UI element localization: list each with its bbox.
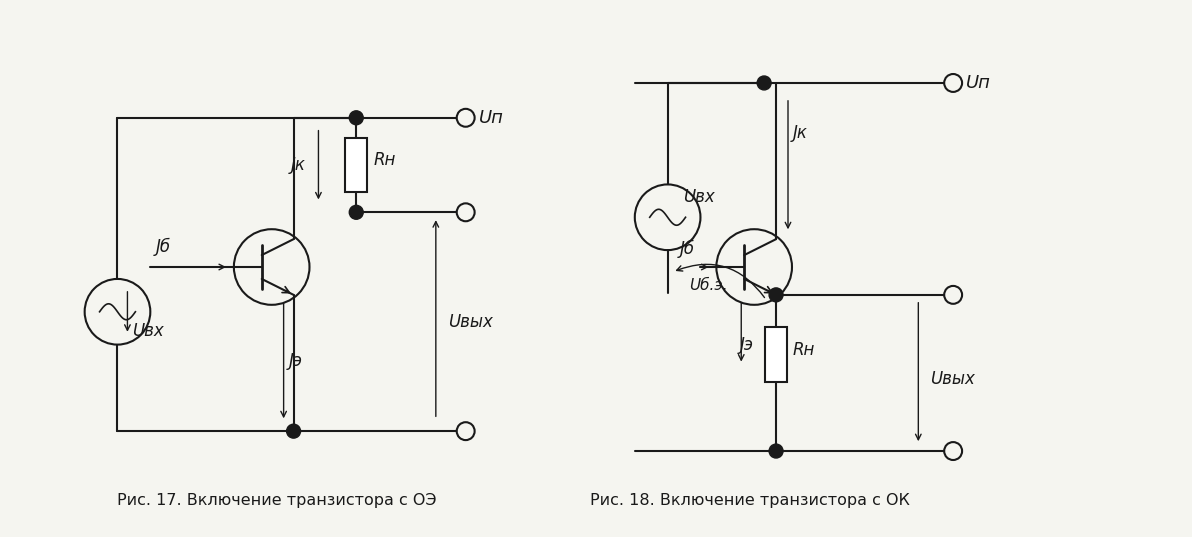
Circle shape [349, 205, 364, 219]
Circle shape [457, 109, 474, 127]
Text: Rн: Rн [793, 340, 815, 359]
Circle shape [944, 74, 962, 92]
Circle shape [757, 76, 771, 90]
Text: Rн: Rн [373, 151, 396, 169]
Circle shape [85, 279, 150, 345]
Text: Jк: Jк [291, 156, 305, 174]
Text: Uвх: Uвх [132, 322, 164, 340]
Circle shape [457, 204, 474, 221]
Text: Uп: Uп [966, 74, 991, 92]
Text: Uвх: Uвх [683, 188, 714, 206]
Circle shape [944, 442, 962, 460]
Text: Рис. 18. Включение транзистора с ОК: Рис. 18. Включение транзистора с ОК [590, 494, 909, 509]
Bar [346, 137, 367, 192]
Text: Uп: Uп [479, 109, 503, 127]
Text: Рис. 17. Включение транзистора с ОЭ: Рис. 17. Включение транзистора с ОЭ [118, 494, 437, 509]
Circle shape [234, 229, 310, 305]
Circle shape [349, 111, 364, 125]
Text: Jб: Jб [155, 238, 170, 256]
Circle shape [769, 288, 783, 302]
Circle shape [457, 422, 474, 440]
Circle shape [944, 286, 962, 304]
Text: Uвых: Uвых [448, 313, 492, 331]
Circle shape [635, 184, 701, 250]
Text: Jк: Jк [793, 124, 808, 142]
Circle shape [769, 444, 783, 458]
Text: Jб: Jб [679, 240, 695, 258]
Text: Jэ: Jэ [288, 352, 303, 369]
Text: Uб.э.: Uб.э. [689, 278, 728, 293]
Circle shape [716, 229, 791, 305]
Circle shape [286, 424, 300, 438]
Text: Jэ: Jэ [739, 336, 753, 353]
Text: Uвых: Uвых [930, 371, 975, 388]
Bar [765, 327, 787, 382]
